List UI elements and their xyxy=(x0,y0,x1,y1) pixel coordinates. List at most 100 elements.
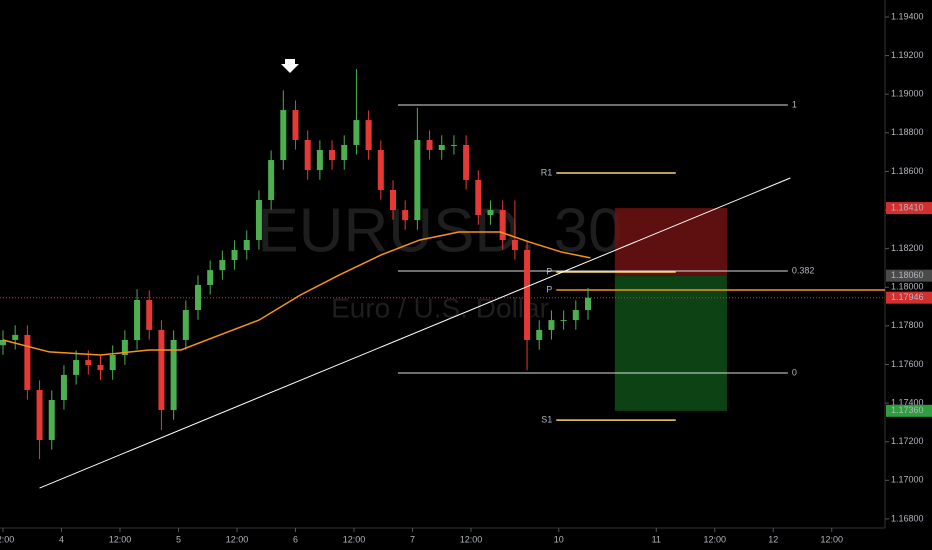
x-tick-label: 12:00 xyxy=(0,534,14,544)
x-tick-label: 7 xyxy=(410,534,415,544)
y-tick-label: 1.17600 xyxy=(891,359,924,369)
x-tick-label: 12 xyxy=(768,534,778,544)
arrow-marker xyxy=(281,59,299,73)
price-tag-label: 1.17946 xyxy=(891,292,924,302)
trendline xyxy=(39,177,791,489)
x-tick-label: 4 xyxy=(59,534,64,544)
candle-body xyxy=(414,139,421,221)
candle-body xyxy=(207,270,214,285)
x-tick-label: 12:00 xyxy=(343,534,366,544)
candle-body xyxy=(109,355,116,371)
candle-body xyxy=(85,360,92,366)
x-tick-label: 5 xyxy=(176,534,181,544)
candle-body xyxy=(121,339,128,356)
candle-body xyxy=(402,210,409,221)
price-tag xyxy=(886,404,932,417)
candle-body xyxy=(60,374,67,401)
x-tick-label: 11 xyxy=(652,534,661,544)
y-tick-label: 1.18600 xyxy=(891,166,924,176)
candle-body xyxy=(231,250,238,261)
candle-body xyxy=(280,110,287,161)
price-tag xyxy=(886,202,932,215)
candle-body xyxy=(24,334,31,390)
description-watermark: Euro / U.S. Dollar xyxy=(331,292,549,323)
candle-body xyxy=(255,200,262,240)
pivot-label: P xyxy=(546,266,552,276)
candle-body xyxy=(377,150,384,190)
candle-body xyxy=(475,179,482,216)
candle-body xyxy=(365,120,372,151)
candle-body xyxy=(524,250,531,340)
y-tick-label: 1.17400 xyxy=(891,397,924,407)
candle-body xyxy=(12,334,19,340)
price-tag-label: 1.18410 xyxy=(891,202,924,212)
candle-body xyxy=(316,150,323,171)
candle-body xyxy=(548,320,555,330)
candle-body xyxy=(134,300,141,340)
price-tag xyxy=(886,291,932,304)
candle-body xyxy=(450,144,457,146)
x-tick-label: 10 xyxy=(554,534,564,544)
reward-zone xyxy=(614,275,727,411)
candle-body xyxy=(304,139,311,171)
x-tick-label: 12:00 xyxy=(226,534,249,544)
x-tick-label: 12:00 xyxy=(109,534,132,544)
risk-zone xyxy=(614,208,727,276)
candle-body xyxy=(219,260,226,271)
pivot-label: S1 xyxy=(541,414,552,424)
candle-body xyxy=(353,120,360,145)
candle-body xyxy=(499,210,506,240)
y-tick-label: 1.19000 xyxy=(891,89,924,99)
candle-body xyxy=(158,329,165,411)
candle-body xyxy=(182,310,189,340)
x-tick-label: 12:00 xyxy=(460,534,483,544)
y-tick-label: 1.19200 xyxy=(891,50,924,60)
y-tick-label: 1.17200 xyxy=(891,436,924,446)
y-tick-label: 1.16800 xyxy=(891,513,924,523)
candle-body xyxy=(97,365,104,371)
price-tag-label: 1.17360 xyxy=(891,405,924,415)
price-tag xyxy=(886,269,932,282)
candle-body xyxy=(292,110,299,140)
price-tag-label: 1.18060 xyxy=(891,270,924,280)
candle-body xyxy=(389,189,396,211)
candle-body xyxy=(584,297,591,311)
candle-body xyxy=(36,389,43,440)
candle-body xyxy=(146,300,153,330)
candle-body xyxy=(48,400,55,440)
candle-body xyxy=(463,144,470,180)
candle-body xyxy=(170,339,177,411)
candle-body xyxy=(341,144,348,161)
candle-body xyxy=(511,239,518,251)
candle-body xyxy=(438,144,445,151)
symbol-watermark: EURUSD, 30 xyxy=(257,196,622,265)
candle-body xyxy=(0,339,6,346)
candle-body xyxy=(426,139,433,151)
pivot-label: R1 xyxy=(541,167,553,177)
candle-body xyxy=(560,320,567,322)
watermark: EURUSD, 30 Euro / U.S. Dollar xyxy=(257,196,622,323)
x-tick-label: 12:00 xyxy=(703,534,726,544)
candle-body xyxy=(243,239,250,251)
candle-body xyxy=(329,150,336,161)
y-tick-label: 1.17000 xyxy=(891,475,924,485)
candle-body xyxy=(73,360,80,375)
candle-body xyxy=(536,329,543,340)
x-tick-label: 6 xyxy=(293,534,298,544)
fib-label: 1 xyxy=(792,99,797,109)
y-tick-label: 1.19400 xyxy=(891,11,924,21)
fib-label: 0.382 xyxy=(792,265,815,275)
candle-body xyxy=(268,160,275,201)
y-tick-label: 1.18200 xyxy=(891,243,924,253)
x-tick-label: 12:00 xyxy=(820,534,843,544)
candle-body xyxy=(194,284,201,311)
candle-body xyxy=(572,310,579,321)
candle-body xyxy=(487,210,494,216)
pivot-label: P xyxy=(546,284,552,294)
y-tick-label: 1.18000 xyxy=(891,282,924,292)
moving-average xyxy=(2,231,591,356)
y-tick-label: 1.17800 xyxy=(891,320,924,330)
fib-label: 0 xyxy=(792,367,797,377)
